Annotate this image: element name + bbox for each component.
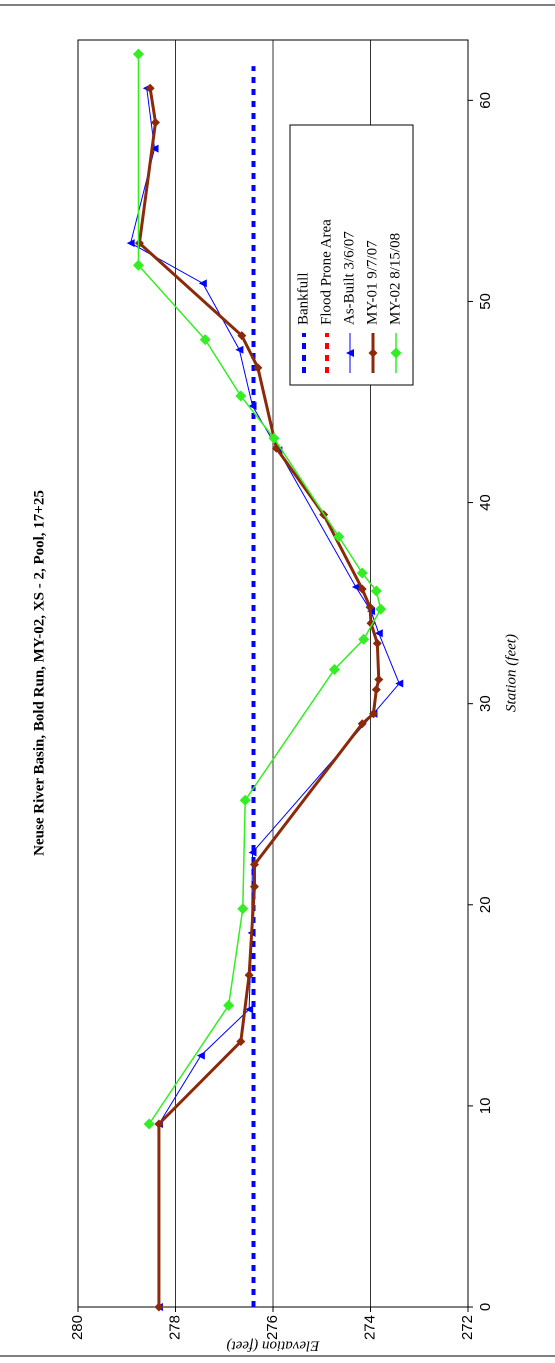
y-tick-label: 278 [166, 1315, 183, 1340]
x-tick-label: 0 [477, 1303, 494, 1311]
marker [372, 638, 382, 648]
x-tick-label: 30 [477, 695, 494, 712]
y-tick-label: 280 [69, 1315, 86, 1340]
marker [239, 794, 251, 806]
rotated-chart: Neuse River Basin, Bold Run, MY-02, XS -… [31, 39, 519, 1354]
marker [248, 402, 257, 411]
y-tick-label: 272 [459, 1315, 476, 1340]
series-line [130, 88, 400, 1307]
x-tick-label: 20 [477, 896, 494, 913]
y-axis-title: Elevation (feet) [227, 1338, 321, 1354]
marker [268, 432, 280, 444]
marker [143, 1118, 155, 1130]
marker [244, 970, 254, 980]
marker [235, 390, 247, 402]
marker [237, 331, 247, 341]
marker [150, 144, 159, 153]
marker [333, 531, 345, 543]
marker [145, 83, 155, 93]
marker [328, 663, 340, 675]
marker [235, 345, 244, 354]
marker [134, 238, 144, 248]
marker [390, 347, 402, 359]
legend-label: As-Built 3/6/07 [341, 231, 357, 325]
marker [253, 363, 263, 373]
marker [346, 349, 354, 357]
marker [223, 999, 235, 1011]
marker [271, 443, 281, 453]
y-tick-label: 276 [264, 1315, 281, 1340]
marker [154, 1302, 164, 1312]
marker [395, 679, 404, 688]
marker [365, 602, 375, 612]
x-tick-label: 10 [477, 1098, 494, 1115]
plot-frame [77, 39, 469, 1308]
marker [374, 675, 384, 685]
marker [237, 903, 249, 915]
marker [196, 1051, 205, 1060]
legend-box [289, 124, 414, 386]
marker [151, 117, 161, 127]
marker [245, 1005, 254, 1014]
marker [357, 584, 367, 594]
marker [236, 1037, 246, 1047]
marker [199, 334, 211, 346]
x-tick-label: 60 [477, 92, 494, 109]
marker [368, 709, 378, 719]
marker [358, 633, 370, 645]
x-tick-label: 40 [477, 494, 494, 511]
marker [248, 848, 257, 857]
marker [126, 239, 135, 248]
marker [249, 860, 259, 870]
chart-title: Neuse River Basin, Bold Run, MY-02, XS -… [31, 490, 47, 856]
marker [368, 348, 378, 358]
marker [375, 603, 387, 615]
marker [154, 1119, 164, 1129]
marker [356, 567, 368, 579]
y-tick-label: 274 [361, 1315, 378, 1340]
legend-label: Bankfull [295, 273, 311, 326]
marker [370, 585, 382, 597]
marker [374, 629, 383, 638]
x-axis-title: Station (feet) [503, 634, 519, 712]
marker [132, 259, 144, 271]
x-tick-label: 50 [477, 293, 494, 310]
marker [132, 48, 144, 60]
marker [249, 882, 259, 892]
legend-label: MY-01 9/7/07 [364, 240, 380, 325]
marker [198, 279, 207, 288]
legend-label: Flood Prone Area [318, 219, 334, 325]
marker [357, 719, 367, 729]
legend-label: MY-02 8/15/08 [387, 233, 403, 325]
marker [371, 685, 381, 695]
